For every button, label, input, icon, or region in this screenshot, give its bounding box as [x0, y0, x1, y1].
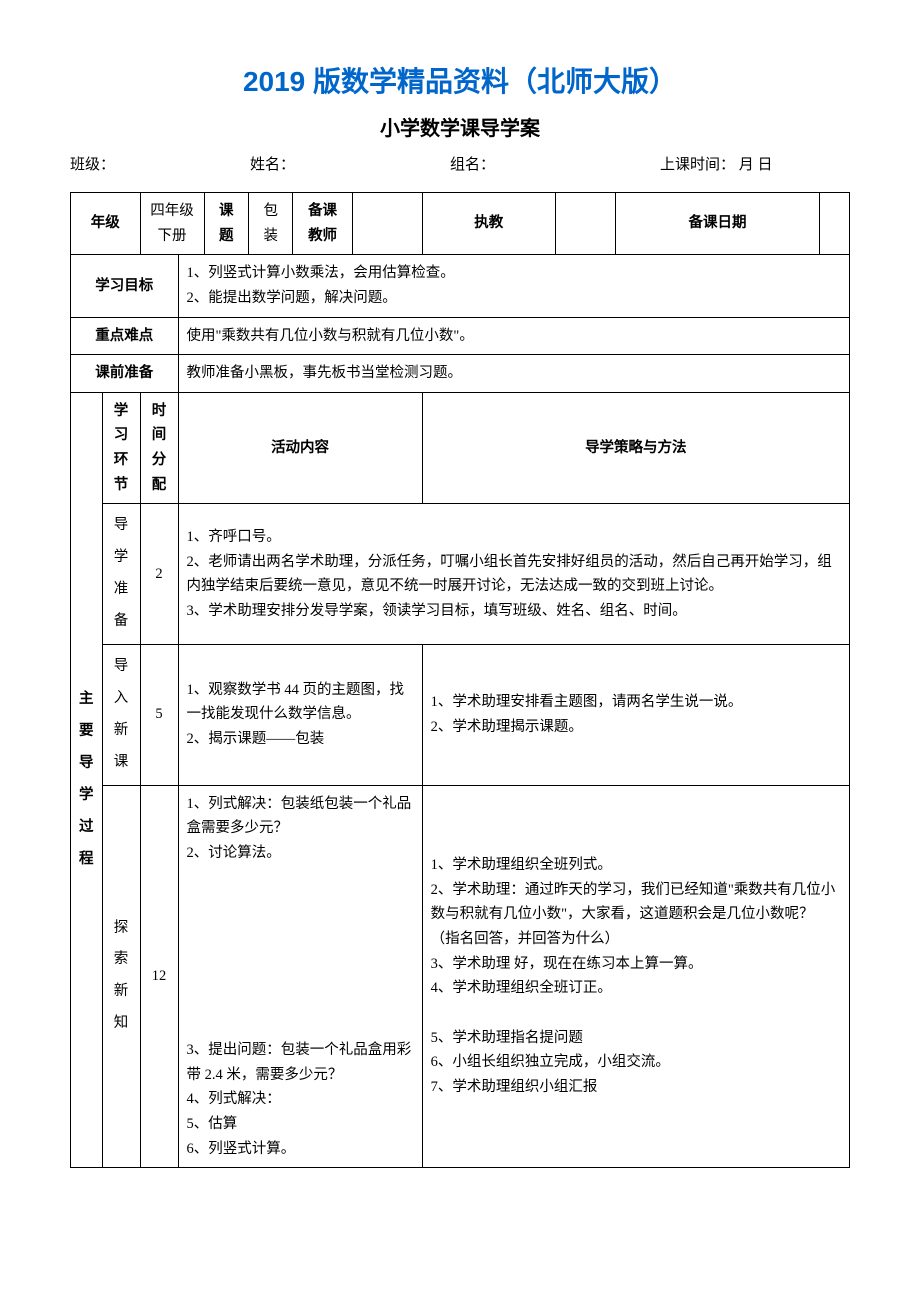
stage-2: 探 索 新 知 — [102, 785, 140, 1168]
process-label: 主 要 导 学 过 程 — [71, 392, 103, 1167]
goals-row: 学习目标 1、列竖式计算小数乘法，会用估算检查。 2、能提出数学问题，解决问题。 — [71, 255, 850, 317]
grade-value: 四年级下册 — [140, 193, 204, 255]
prep-date-value — [820, 193, 850, 255]
strategy-col: 导学策略与方法 — [422, 392, 849, 504]
prep-teacher-label: 备课教师 — [293, 193, 352, 255]
prep-content: 教师准备小黑板，事先板书当堂检测习题。 — [178, 355, 850, 393]
goals-label: 学习目标 — [71, 255, 179, 317]
stage-0: 导 学 准 备 — [102, 504, 140, 645]
time-2: 12 — [140, 785, 178, 1168]
prep-date-label: 备课日期 — [615, 193, 819, 255]
goals-content: 1、列竖式计算小数乘法，会用估算检查。 2、能提出数学问题，解决问题。 — [178, 255, 850, 317]
grade-label: 年级 — [71, 193, 141, 255]
topic-value: 包装 — [249, 193, 293, 255]
table-row: 导 学 准 备 2 1、齐呼口号。 2、老师请出两名学术助理，分派任务，叮嘱小组… — [71, 504, 850, 645]
keypoint-content: 使用"乘数共有几位小数与积就有几位小数"。 — [178, 317, 850, 355]
activity-2: 1、列式解决：包装纸包装一个礼品盒需要多少元？ 2、讨论算法。 3、提出问题：包… — [178, 785, 422, 1168]
strategy-1: 1、学术助理安排看主题图，请两名学生说一说。 2、学术助理揭示课题。 — [422, 644, 849, 785]
subheader-row: 主 要 导 学 过 程 学习环节 时间分配 活动内容 导学策略与方法 — [71, 392, 850, 504]
activity-0: 1、齐呼口号。 2、老师请出两名学术助理，分派任务，叮嘱小组长首先安排好组员的活… — [178, 504, 850, 645]
prep-label: 课前准备 — [71, 355, 179, 393]
keypoint-label: 重点难点 — [71, 317, 179, 355]
strategy-2: 1、学术助理组织全班列式。 2、学术助理：通过昨天的学习，我们已经知道"乘数共有… — [422, 785, 849, 1168]
prep-teacher-value — [352, 193, 422, 255]
prep-row: 课前准备 教师准备小黑板，事先板书当堂检测习题。 — [71, 355, 850, 393]
activity-1: 1、观察数学书 44 页的主题图，找一找能发现什么数学信息。 2、揭示课题——包… — [178, 644, 422, 785]
date-label: 上课时间： 月 日 — [660, 153, 820, 174]
name-label: 姓名： — [250, 153, 420, 174]
keypoint-row: 重点难点 使用"乘数共有几位小数与积就有几位小数"。 — [71, 317, 850, 355]
time-col: 时间分配 — [140, 392, 178, 504]
main-title: 2019 版数学精品资料（北师大版） — [70, 60, 850, 100]
teacher-value — [555, 193, 615, 255]
teacher-label: 执教 — [422, 193, 555, 255]
stage-col: 学习环节 — [102, 392, 140, 504]
class-label: 班级： — [70, 153, 220, 174]
table-row: 导 入 新 课 5 1、观察数学书 44 页的主题图，找一找能发现什么数学信息。… — [71, 644, 850, 785]
group-label: 组名： — [450, 153, 630, 174]
time-1: 5 — [140, 644, 178, 785]
activity-col: 活动内容 — [178, 392, 422, 504]
header-row: 年级 四年级下册 课题 包装 备课教师 执教 备课日期 — [71, 193, 850, 255]
stage-1: 导 入 新 课 — [102, 644, 140, 785]
table-row: 探 索 新 知 12 1、列式解决：包装纸包装一个礼品盒需要多少元？ 2、讨论算… — [71, 785, 850, 1168]
lesson-table: 年级 四年级下册 课题 包装 备课教师 执教 备课日期 学习目标 1、列竖式计算… — [70, 192, 850, 1168]
info-row: 班级： 姓名： 组名： 上课时间： 月 日 — [70, 153, 850, 174]
topic-label: 课题 — [204, 193, 248, 255]
subtitle: 小学数学课导学案 — [70, 112, 850, 141]
time-0: 2 — [140, 504, 178, 645]
